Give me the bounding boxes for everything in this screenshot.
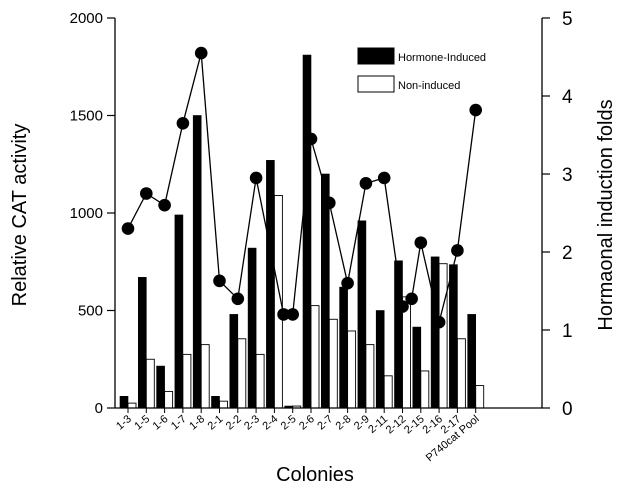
bar-hormone-induced-P740cat Pool: [467, 314, 477, 409]
y2-tick-label-2: 2: [562, 243, 573, 264]
induction-fold-point-20: [469, 103, 483, 117]
x-tick-label-1-6: 1-6: [151, 413, 171, 432]
bar-hormone-induced-2-17: [449, 264, 458, 409]
legend-label-non-induced: Non-induced: [398, 80, 460, 92]
bar-hormone-induced-2-7: [320, 173, 330, 409]
legend-swatch-non-induced: [357, 75, 395, 93]
induction-fold-point-7: [249, 171, 263, 185]
induction-fold-point-18: [432, 315, 446, 329]
y-tick-label-1000: 1000: [70, 205, 103, 222]
bar-non-induced-1-3: [127, 402, 137, 409]
induction-fold-point-19: [451, 244, 464, 257]
y-tick-label-500: 500: [78, 303, 103, 320]
bar-non-induced-2-16: [438, 263, 448, 409]
bar-hormone-induced-2-9: [357, 220, 367, 409]
x-tick-label-2-6: 2-6: [297, 413, 317, 432]
bar-non-induced-2-6: [310, 305, 320, 409]
y2-tick-label-5: 5: [562, 9, 573, 30]
y2-axis-title: Hormaonal induction folds: [595, 99, 617, 330]
bar-non-induced-2-2: [237, 338, 247, 409]
induction-fold-point-4: [194, 46, 208, 60]
x-tick-label-2-4: 2-4: [260, 413, 280, 432]
line-group: [121, 46, 483, 329]
bar-non-induced-2-15: [420, 370, 430, 409]
x-tick-label-1-5: 1-5: [132, 413, 152, 432]
induction-fold-point-6: [231, 292, 245, 306]
bar-hormone-induced-2-15: [412, 326, 422, 409]
y-axis-title: Relative CAT activity: [9, 124, 31, 307]
bar-non-induced-1-6: [164, 390, 174, 409]
x-tick-label-2-8: 2-8: [334, 413, 354, 432]
legend-label-hormone-induced: Hormone-Induced: [398, 52, 486, 64]
induction-fold-point-0: [121, 222, 135, 235]
y-tick-label-1500: 1500: [70, 108, 103, 125]
bar-hormone-induced-2-3: [247, 247, 257, 409]
bar-hormone-induced-2-16: [430, 256, 440, 409]
bar-hormone-induced-2-11: [375, 310, 385, 409]
induction-fold-point-17: [414, 236, 428, 249]
legend: Hormone-Induced Non-induced: [357, 47, 486, 93]
bar-hormone-induced-1-7: [174, 214, 184, 409]
bar-hormone-induced-1-8: [192, 115, 202, 409]
y-tick-label-0: 0: [95, 400, 103, 417]
bar-non-induced-2-9: [365, 344, 375, 409]
y2-tick-label-4: 4: [562, 87, 573, 108]
bar-non-induced-P740cat Pool: [475, 385, 485, 409]
induction-fold-point-11: [323, 196, 336, 210]
legend-swatch-hormone-induced: [357, 47, 395, 65]
x-tick-label-2-7: 2-7: [315, 413, 335, 432]
bar-hormone-induced-2-6: [302, 54, 312, 409]
bar-non-induced-1-5: [145, 358, 155, 409]
bar-hormone-induced-2-4: [266, 160, 275, 409]
bar-non-induced-2-11: [383, 375, 393, 409]
induction-fold-point-5: [213, 274, 226, 288]
y2-tick-label-0: 0: [562, 399, 573, 420]
x-tick-label-1-7: 1-7: [169, 413, 189, 432]
bar-hormone-induced-1-3: [119, 395, 129, 409]
y-tick-label-2000: 2000: [70, 10, 103, 27]
y2-tick-label-1: 1: [562, 321, 573, 342]
x-tick-label-2-2: 2-2: [224, 413, 244, 432]
x-tick-label-2-1: 2-1: [206, 413, 226, 432]
bar-hormone-induced-1-5: [138, 277, 147, 409]
induction-fold-point-14: [377, 171, 391, 185]
x-axis-title: Colonies: [276, 464, 354, 486]
x-tick-label-2-3: 2-3: [242, 413, 262, 432]
induction-fold-point-1: [140, 187, 153, 200]
bar-non-induced-2-7: [328, 318, 338, 409]
induction-fold-point-8: [277, 308, 290, 321]
induction-fold-point-10: [304, 132, 318, 146]
induction-fold-point-2: [158, 198, 171, 212]
bar-non-induced-1-8: [200, 344, 210, 409]
bar-hormone-induced-2-1: [211, 395, 220, 409]
bar-hormone-induced-2-2: [229, 314, 239, 409]
x-tick-label-1-8: 1-8: [187, 413, 207, 432]
induction-fold-point-15: [396, 300, 409, 313]
bars-group: [119, 54, 485, 409]
bar-non-induced-2-12: [402, 296, 411, 409]
bar-non-induced-2-17: [456, 338, 466, 409]
bar-hormone-induced-2-8: [339, 286, 348, 409]
x-tick-label-1-3: 1-3: [114, 413, 134, 432]
bar-non-induced-2-8: [347, 330, 357, 409]
induction-fold-point-9: [286, 308, 300, 321]
induction-fold-point-16: [405, 292, 418, 306]
bar-non-induced-1-7: [182, 353, 192, 409]
bar-non-induced-2-3: [255, 353, 265, 409]
induction-fold-point-13: [359, 177, 373, 190]
induction-fold-point-12: [341, 276, 354, 290]
bar-non-induced-2-1: [219, 400, 228, 409]
induction-fold-point-3: [176, 117, 190, 130]
y2-tick-label-3: 3: [562, 165, 573, 186]
bar-hormone-induced-1-6: [156, 365, 165, 409]
x-tick-label-2-5: 2-5: [279, 413, 299, 432]
